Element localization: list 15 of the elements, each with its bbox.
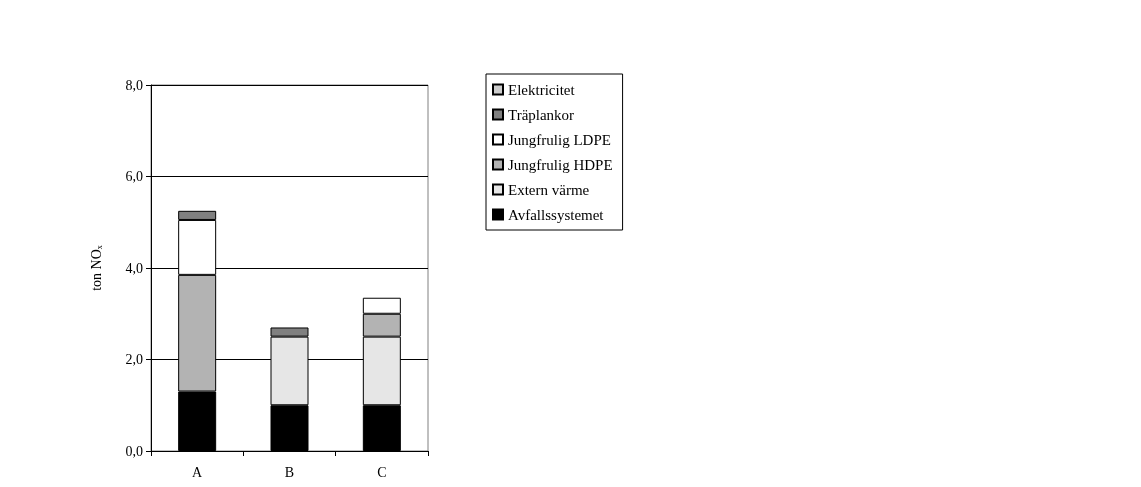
legend-label: Jungfrulig LDPE [508, 131, 611, 148]
x-tick-label: A [192, 464, 204, 480]
legend-label: Jungfrulig HDPE [508, 156, 613, 173]
y-tick-label: 4,0 [125, 260, 143, 276]
y-axis-title: ton NOₓ [88, 244, 104, 291]
legend-label: Träplankor [508, 106, 575, 123]
y-tick-label: 2,0 [125, 352, 143, 367]
legend-label: Extern värme [508, 181, 590, 198]
legend-label: Elektricitet [508, 81, 576, 98]
x-tick-label: C [377, 464, 387, 480]
legend-label: Avfallssystemet [508, 206, 605, 223]
y-tick-label: 0,0 [125, 443, 143, 459]
y-tick-label: 6,0 [125, 169, 143, 184]
x-tick-label: B [284, 464, 295, 480]
y-tick-label: 8,0 [125, 77, 143, 93]
